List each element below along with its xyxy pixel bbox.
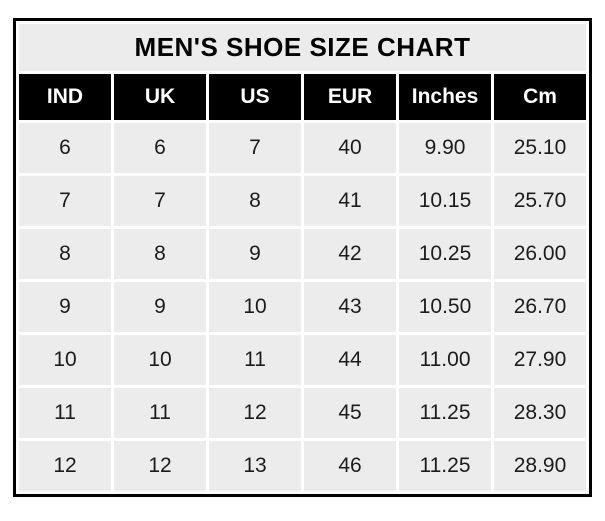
table-cell: 13 xyxy=(209,441,301,491)
size-table: MEN'S SHOE SIZE CHART IND UK US EUR Inches Cm… xyxy=(16,21,589,494)
table-cell: 26.00 xyxy=(494,229,586,279)
column-header-inches: Inches xyxy=(399,74,491,120)
table-cell: 9 xyxy=(114,282,206,332)
table-cell: 28.90 xyxy=(494,441,586,491)
table-cell: 41 xyxy=(304,176,396,226)
table-cell: 27.90 xyxy=(494,335,586,385)
table-cell: 7 xyxy=(209,123,301,173)
table-cell: 8 xyxy=(209,176,301,226)
table-cell: 10.50 xyxy=(399,282,491,332)
table-cell: 12 xyxy=(19,441,111,491)
table-body: 6 6 7 40 9.90 25.10 7 7 8 41 10.15 25.70 8 8 9 42 10.25 2… xyxy=(19,123,586,491)
table-row: 10 10 11 44 11.00 27.90 xyxy=(19,335,586,385)
table-cell: 11 xyxy=(209,335,301,385)
table-cell: 7 xyxy=(114,176,206,226)
table-cell: 25.70 xyxy=(494,176,586,226)
table-row: 8 8 9 42 10.25 26.00 xyxy=(19,229,586,279)
column-header-ind: IND xyxy=(19,74,111,120)
table-cell: 10 xyxy=(114,335,206,385)
title-row: MEN'S SHOE SIZE CHART xyxy=(19,24,586,71)
table-row: 7 7 8 41 10.15 25.70 xyxy=(19,176,586,226)
table-cell: 28.30 xyxy=(494,388,586,438)
table-row: 6 6 7 40 9.90 25.10 xyxy=(19,123,586,173)
table-cell: 11.00 xyxy=(399,335,491,385)
table-cell: 10.25 xyxy=(399,229,491,279)
table-cell: 10 xyxy=(19,335,111,385)
table-cell: 9 xyxy=(209,229,301,279)
table-cell: 6 xyxy=(114,123,206,173)
table-cell: 46 xyxy=(304,441,396,491)
column-header-eur: EUR xyxy=(304,74,396,120)
column-header-uk: UK xyxy=(114,74,206,120)
table-header-row: IND UK US EUR Inches Cm xyxy=(19,74,586,120)
table-row: 12 12 13 46 11.25 28.90 xyxy=(19,441,586,491)
table-cell: 10 xyxy=(209,282,301,332)
table-cell: 26.70 xyxy=(494,282,586,332)
table-cell: 9 xyxy=(19,282,111,332)
table-cell: 11.25 xyxy=(399,441,491,491)
table-cell: 25.10 xyxy=(494,123,586,173)
table-cell: 42 xyxy=(304,229,396,279)
table-cell: 12 xyxy=(114,441,206,491)
table-row: 9 9 10 43 10.50 26.70 xyxy=(19,282,586,332)
table-row: 11 11 12 45 11.25 28.30 xyxy=(19,388,586,438)
table-cell: 11 xyxy=(19,388,111,438)
table-cell: 43 xyxy=(304,282,396,332)
table-head: MEN'S SHOE SIZE CHART IND UK US EUR Inches Cm xyxy=(19,24,586,120)
table-cell: 44 xyxy=(304,335,396,385)
column-header-cm: Cm xyxy=(494,74,586,120)
table-cell: 8 xyxy=(114,229,206,279)
column-header-us: US xyxy=(209,74,301,120)
table-cell: 40 xyxy=(304,123,396,173)
table-cell: 11.25 xyxy=(399,388,491,438)
table-cell: 11 xyxy=(114,388,206,438)
table-cell: 12 xyxy=(209,388,301,438)
table-cell: 6 xyxy=(19,123,111,173)
table-cell: 9.90 xyxy=(399,123,491,173)
table-cell: 8 xyxy=(19,229,111,279)
table-cell: 10.15 xyxy=(399,176,491,226)
table-cell: 45 xyxy=(304,388,396,438)
shoe-size-chart: MEN'S SHOE SIZE CHART IND UK US EUR Inches Cm… xyxy=(13,18,592,497)
page-title: MEN'S SHOE SIZE CHART xyxy=(19,24,586,71)
table-cell: 7 xyxy=(19,176,111,226)
